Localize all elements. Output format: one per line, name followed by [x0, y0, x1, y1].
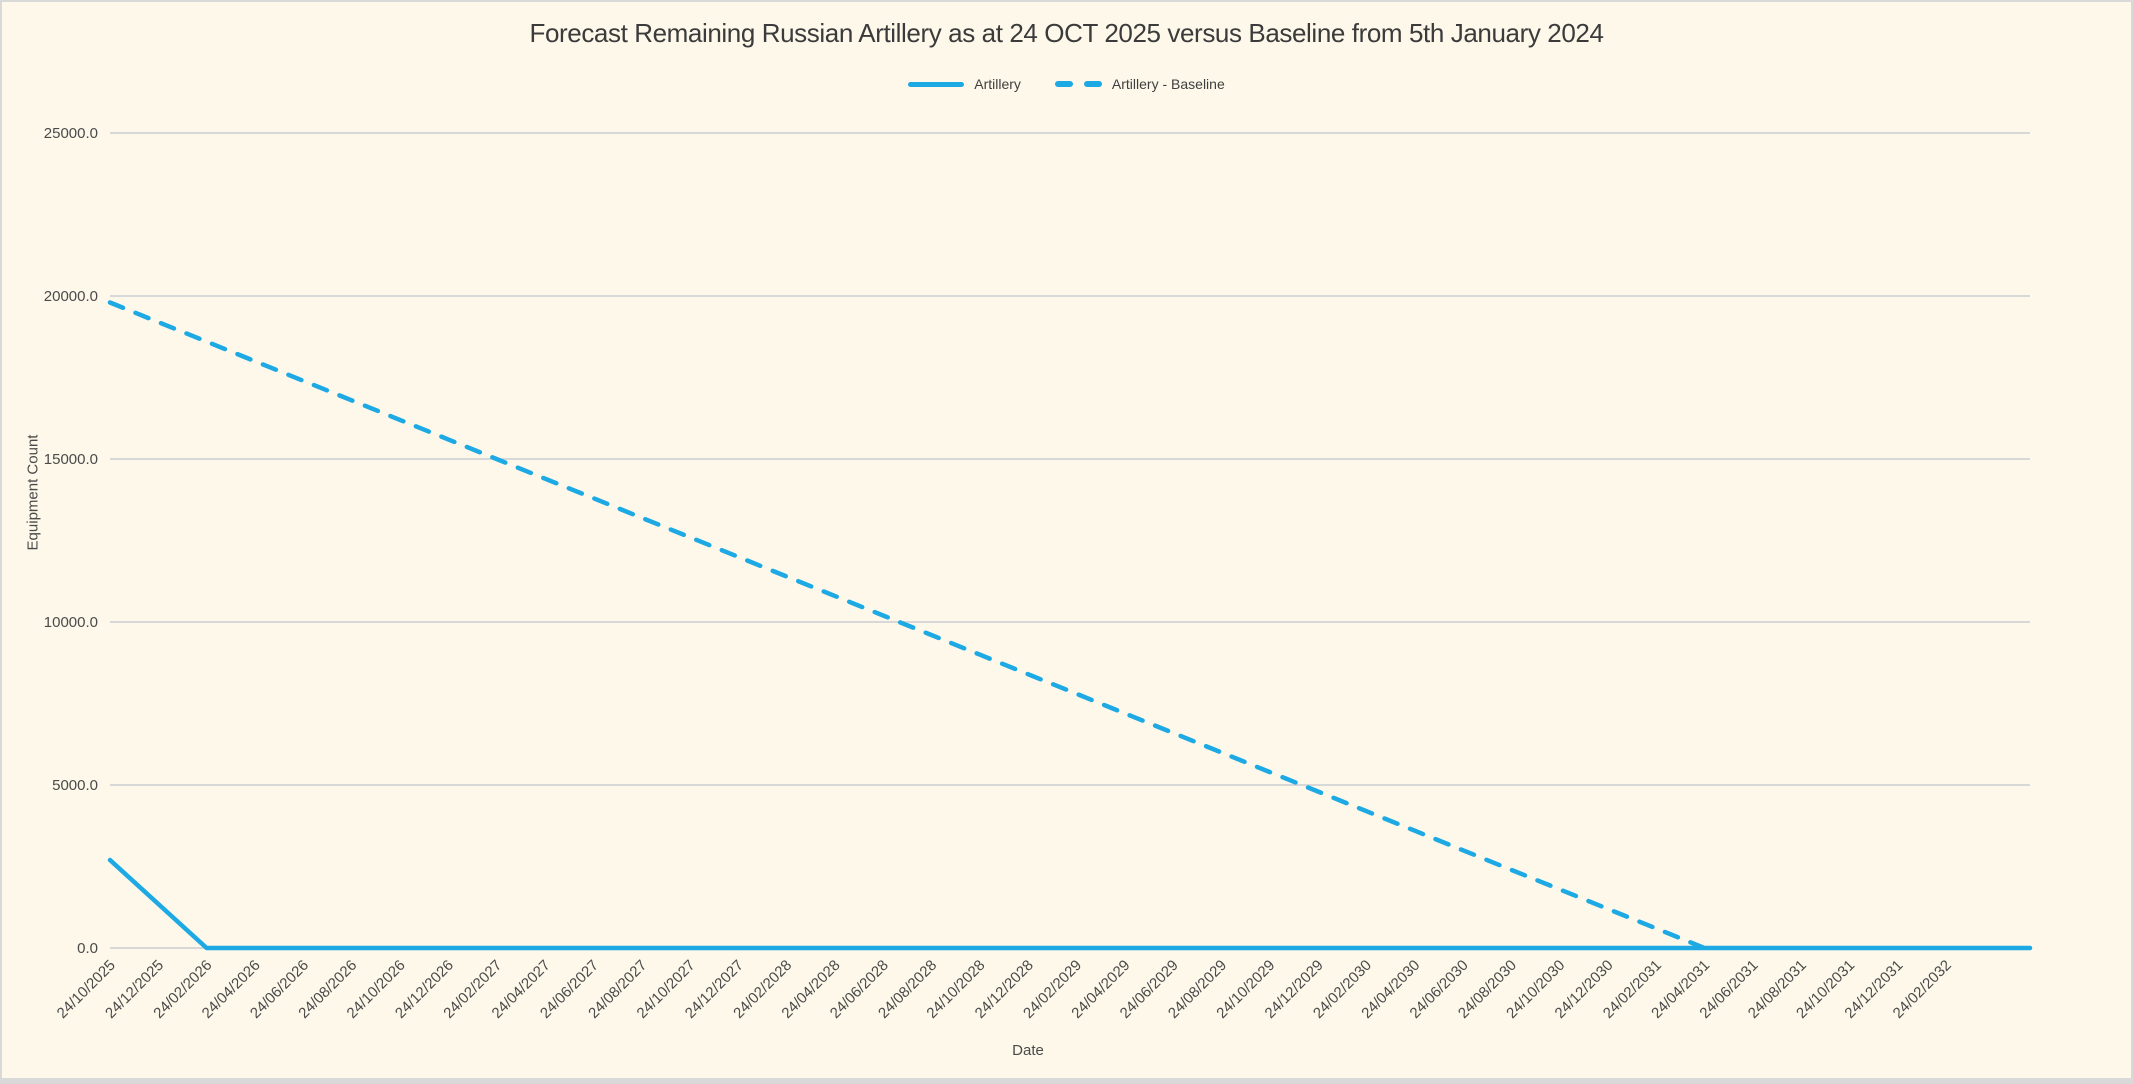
- y-tick-label: 10000.0: [44, 614, 98, 631]
- x-axis-title: Date: [1012, 1042, 1044, 1059]
- legend: Artillery Artillery - Baseline: [2, 76, 2131, 92]
- y-tick-label: 20000.0: [44, 288, 98, 305]
- chart-title: Forecast Remaining Russian Artillery as …: [529, 18, 1604, 48]
- legend-solid-line-swatch: [908, 81, 965, 87]
- legend-item-artillery: Artillery: [908, 76, 1021, 92]
- legend-label-baseline: Artillery - Baseline: [1111, 76, 1225, 92]
- y-tick-label: 25000.0: [44, 125, 98, 142]
- legend-item-baseline: Artillery - Baseline: [1054, 76, 1225, 92]
- y-tick-label: 5000.0: [52, 777, 98, 794]
- y-tick-label: 0.0: [77, 940, 98, 957]
- y-axis-title: Equipment Count: [24, 434, 42, 551]
- y-tick-label: 15000.0: [44, 451, 98, 468]
- legend-label-artillery: Artillery: [974, 76, 1021, 92]
- legend-dashed-line-swatch: [1054, 81, 1102, 87]
- series-line-artillery-baseline: [107, 300, 1707, 951]
- series-line-artillery: [107, 857, 2033, 951]
